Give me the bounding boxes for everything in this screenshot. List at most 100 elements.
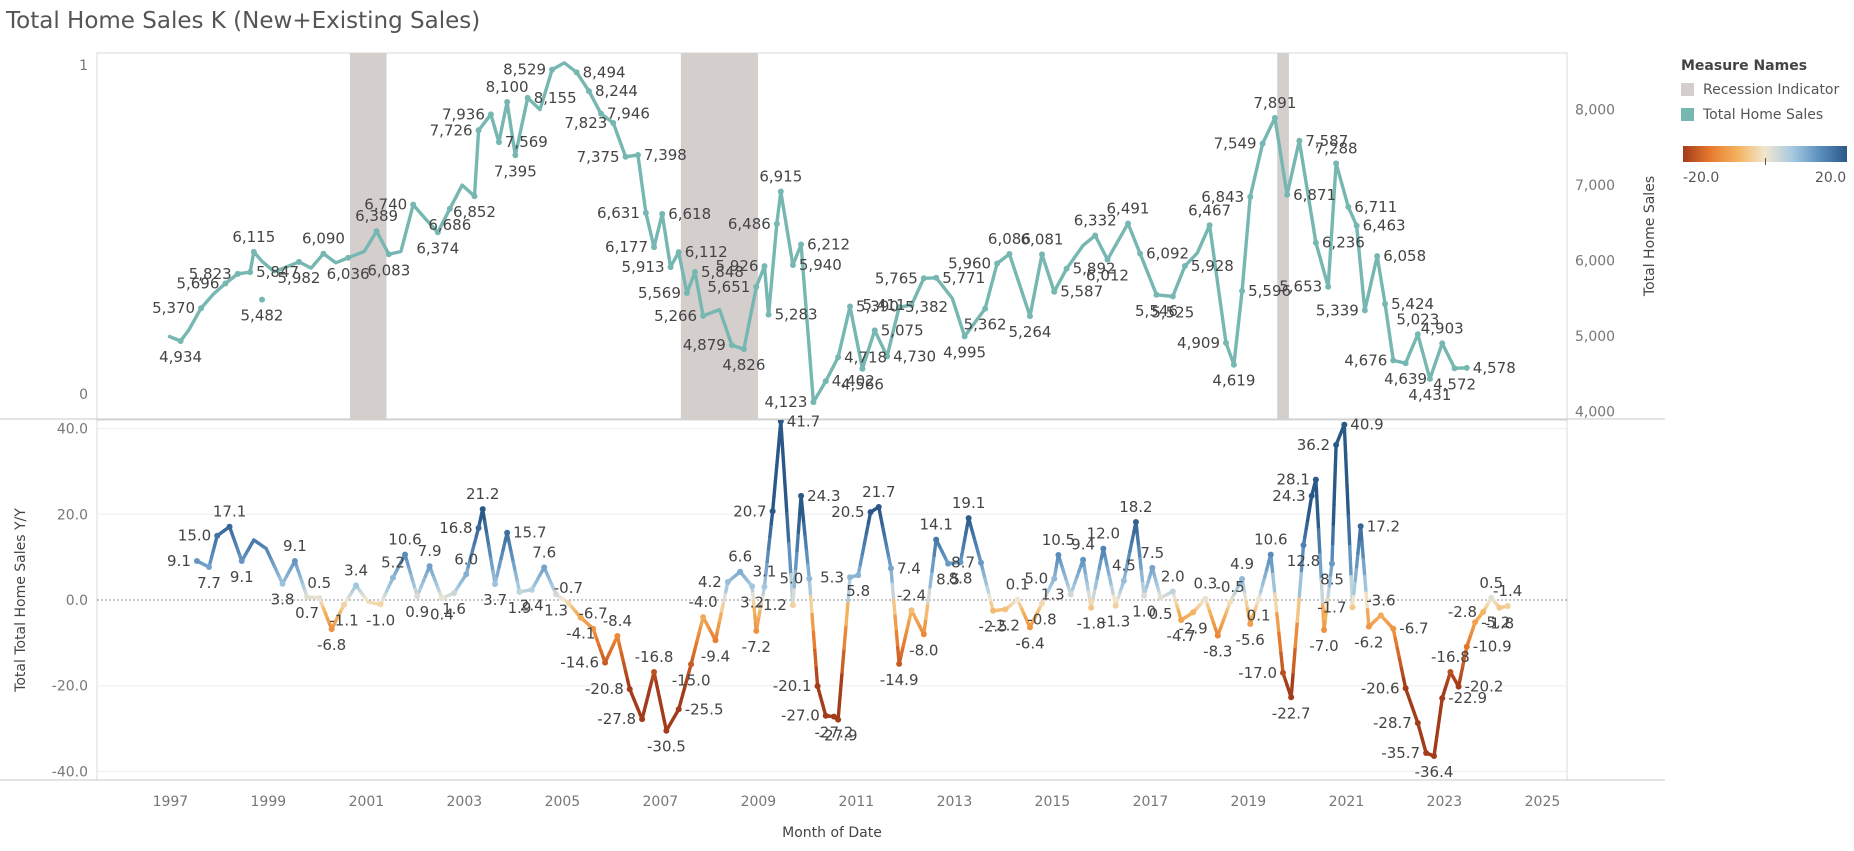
data-label: 4.9 [1230, 555, 1254, 573]
data-label: 8.5 [1320, 571, 1344, 589]
data-point [495, 139, 502, 146]
x-tick-label: 1999 [251, 794, 287, 810]
data-point [487, 111, 494, 118]
data-label: 0.9 [405, 603, 429, 621]
legend-item-total-home-sales[interactable]: Total Home Sales [1681, 102, 1851, 127]
y-left-tick-label: 0 [79, 387, 88, 403]
data-point [1014, 596, 1021, 603]
yoy-line-segment [787, 542, 793, 577]
legend-item-recession[interactable]: Recession Indicator [1681, 77, 1851, 102]
data-label: -16.8 [635, 648, 674, 666]
data-label: 6,058 [1383, 247, 1426, 265]
data-point [1341, 421, 1348, 428]
data-label: 0.5 [307, 574, 331, 592]
data-label: 1.6 [442, 600, 466, 618]
data-point [214, 532, 221, 539]
data-point [1230, 361, 1237, 368]
data-label: -8.0 [909, 641, 938, 659]
yoy-line-segment [1136, 544, 1142, 561]
yoy-line-segment [1348, 544, 1353, 579]
data-label: 7,288 [1315, 139, 1358, 157]
data-label: 0.5 [1149, 605, 1173, 623]
yoy-line-segment [793, 548, 799, 571]
data-point [1463, 643, 1470, 650]
yoy-line-layer [193, 420, 1511, 759]
data-point [1271, 114, 1278, 121]
data-label: 5,569 [638, 284, 681, 302]
data-label: -0.8 [1027, 610, 1056, 628]
data-point [1178, 617, 1185, 624]
data-point [867, 509, 874, 516]
data-label: 5,823 [189, 265, 232, 283]
data-point [1353, 222, 1360, 229]
data-point [712, 637, 719, 644]
x-tick-label: 2025 [1525, 794, 1561, 810]
data-point [753, 627, 760, 634]
data-label: 5,913 [622, 258, 665, 276]
data-point [549, 66, 556, 73]
data-label: -22.9 [1448, 689, 1487, 707]
yoy-line-segment [800, 507, 806, 526]
data-point [304, 594, 311, 600]
data-label: -5.2 [1481, 613, 1510, 631]
data-label: 7,587 [1305, 132, 1348, 150]
data-label: 5.2 [381, 554, 405, 572]
data-label: -27.0 [781, 707, 820, 725]
data-point [855, 572, 862, 579]
data-label: 5,283 [775, 306, 818, 324]
data-label: 9.1 [167, 552, 191, 570]
data-label: -6.7 [578, 605, 607, 623]
data-point [990, 607, 997, 614]
data-label: 20.7 [733, 502, 766, 520]
data-point [965, 515, 972, 522]
data-point [1325, 283, 1332, 290]
data-label: 18.2 [1119, 498, 1152, 516]
yoy-line-segment [1138, 557, 1144, 573]
data-label: 3.1 [753, 563, 777, 581]
yoy-line-segment [1360, 541, 1366, 562]
data-label: 6,036 [327, 265, 370, 283]
data-point [982, 305, 989, 312]
data-label: 6,740 [364, 196, 407, 214]
data-point [1480, 609, 1487, 615]
data-point [1328, 560, 1335, 567]
data-point [789, 262, 796, 269]
data-point [1055, 552, 1062, 558]
data-label: 5,960 [948, 255, 991, 273]
data-label: 4,903 [1421, 319, 1464, 337]
x-tick-label: 2017 [1133, 794, 1169, 810]
data-point [573, 69, 580, 76]
data-label: 6,463 [1363, 217, 1406, 235]
data-point [279, 580, 286, 587]
data-label: 5.8 [846, 582, 870, 600]
data-label: -10.9 [1473, 638, 1512, 656]
data-point [920, 631, 927, 638]
data-label: 5,587 [1060, 283, 1103, 301]
data-point [773, 220, 780, 227]
yoy-line-segment [1316, 528, 1322, 557]
data-point [1308, 492, 1315, 499]
yoy-line-segment [894, 630, 900, 650]
data-label: 5,651 [707, 278, 750, 296]
data-label: 17.1 [213, 503, 246, 521]
data-label: 6,012 [1086, 267, 1129, 285]
data-label: -3.6 [1366, 591, 1395, 609]
data-label: 5,370 [152, 299, 195, 317]
data-label: 15.0 [178, 527, 211, 545]
y-right-axis-title: Total Home Sales [1642, 176, 1658, 297]
data-label: 8,244 [595, 82, 638, 100]
data-point [896, 304, 903, 311]
data-point [651, 244, 658, 251]
yoy-line-segment [860, 541, 867, 556]
data-point [598, 110, 605, 117]
data-label: 4,123 [764, 393, 807, 411]
yoy-line-segment [810, 612, 816, 635]
data-point [565, 600, 572, 606]
data-point [700, 614, 707, 621]
yoy-line-segment [842, 623, 848, 651]
data-label: 4,639 [1384, 370, 1427, 388]
data-label: 5.3 [820, 568, 844, 586]
yoy-line-segment [781, 450, 787, 485]
data-point [389, 574, 396, 581]
